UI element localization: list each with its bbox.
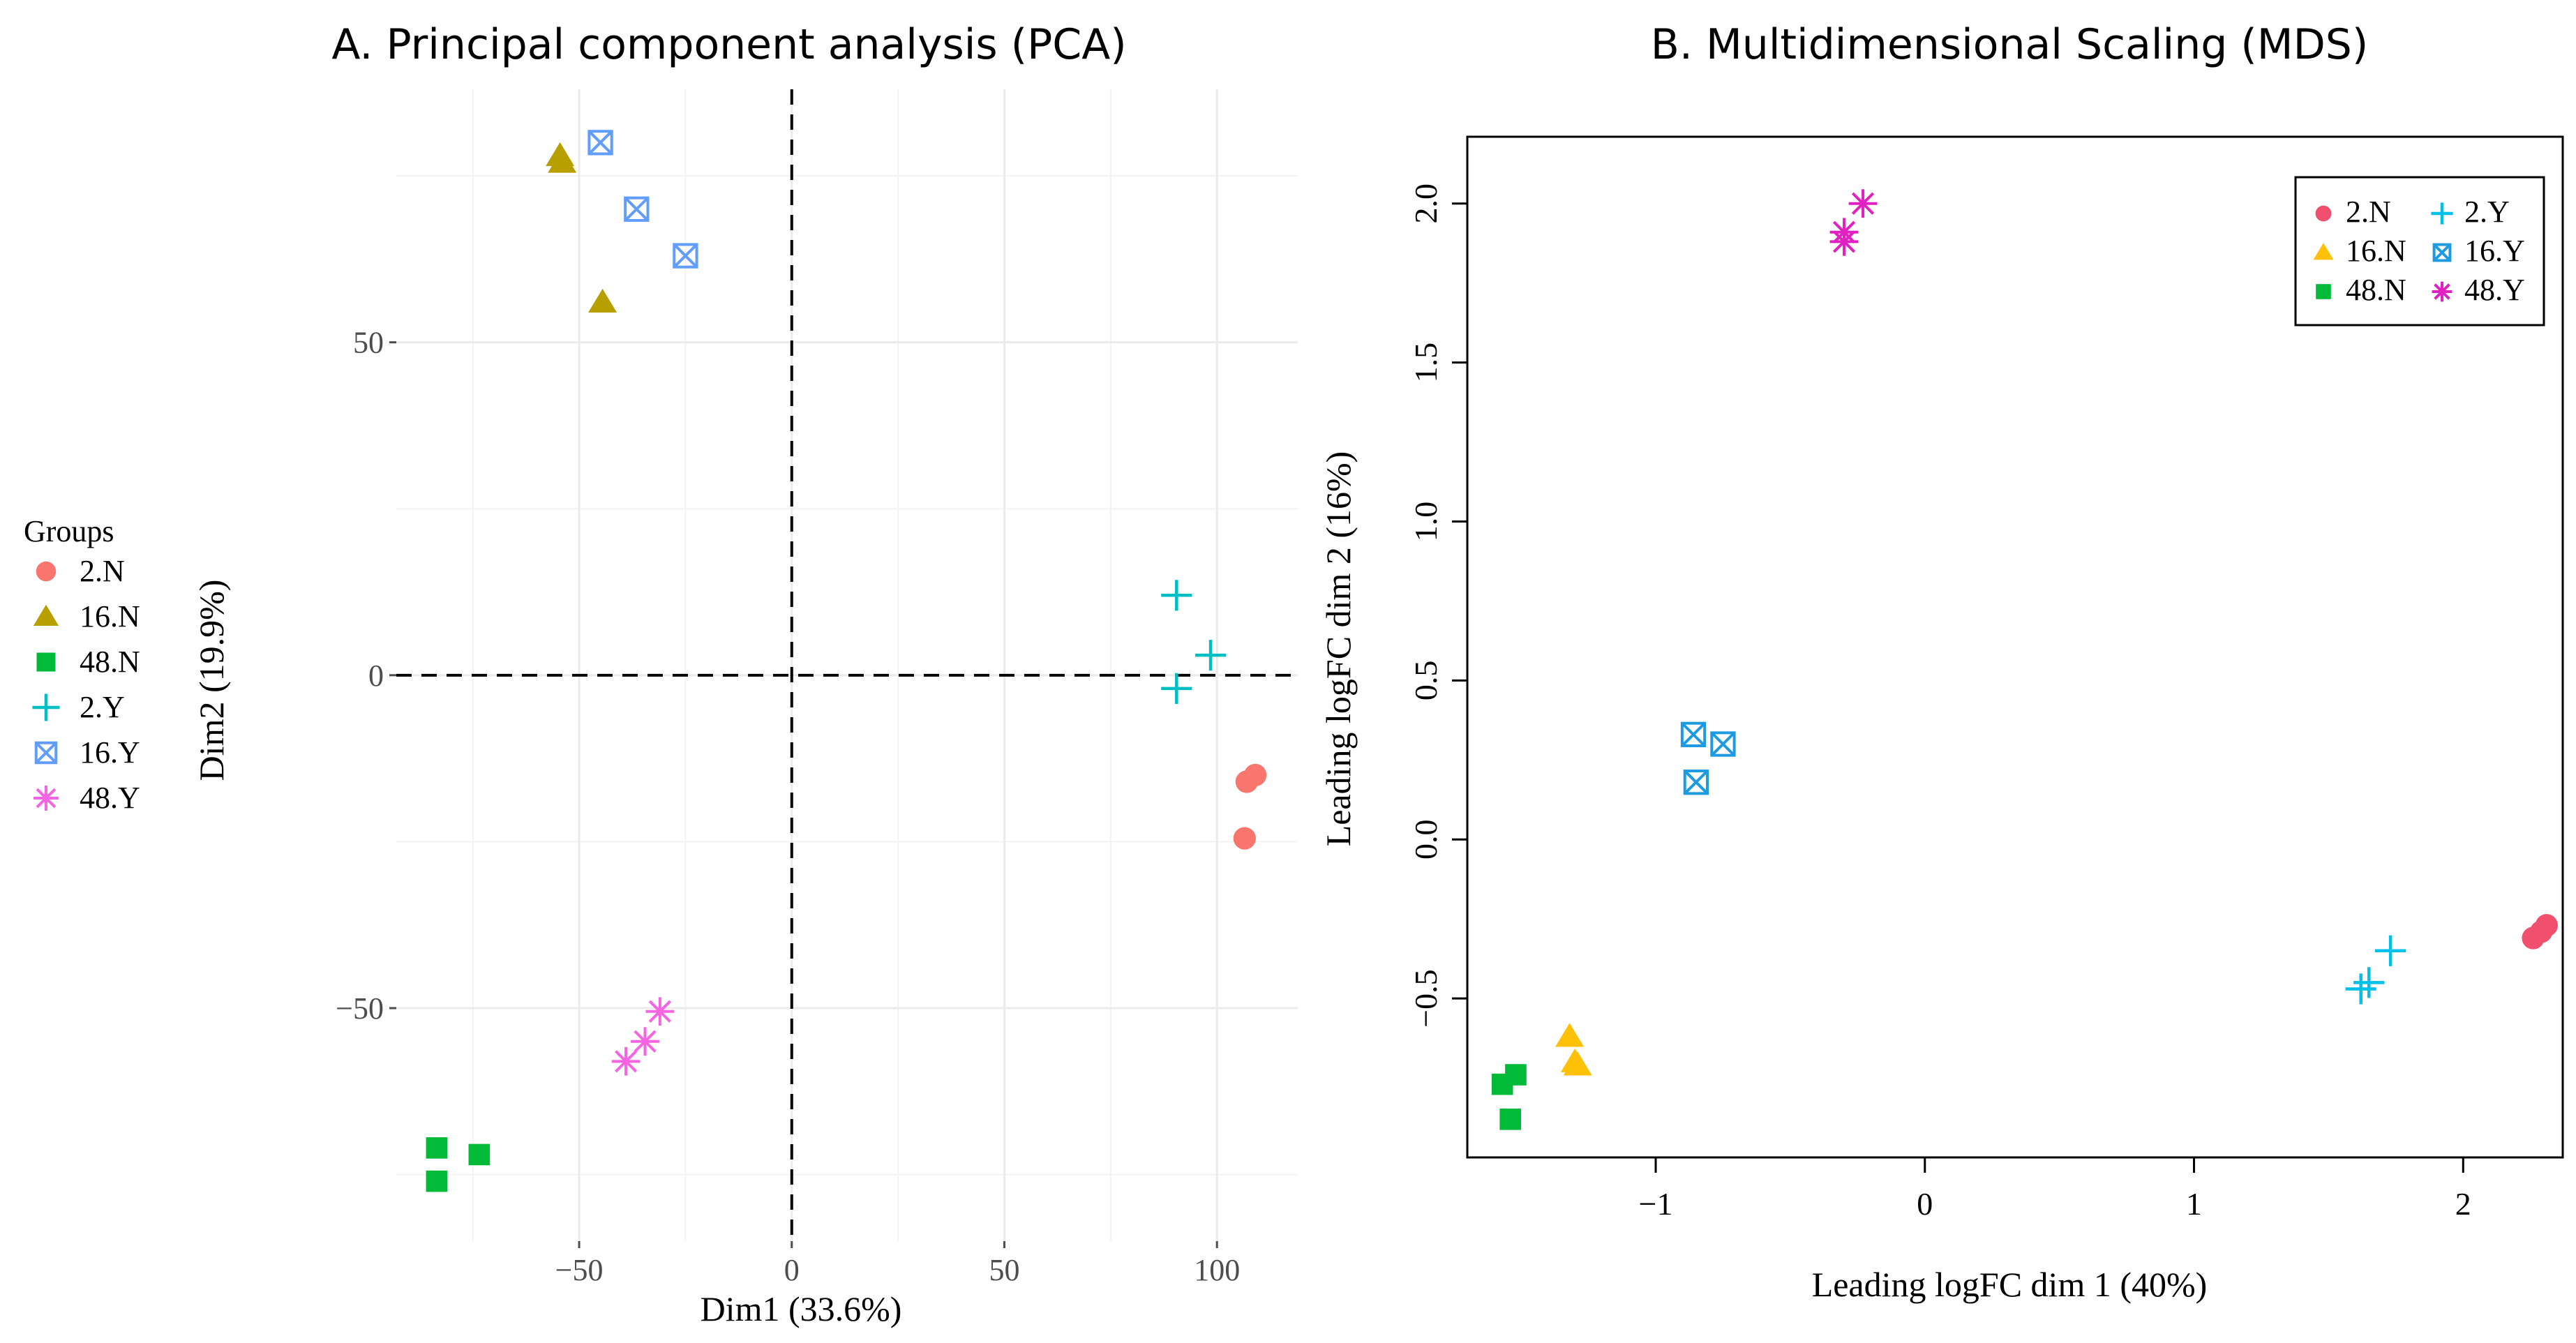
mds-y-tick-label: 0.0 [1408,819,1444,860]
mds-points [1491,189,2559,1130]
pca-legend-key-48-Y [33,786,59,811]
mds-legend-key-48-N [2316,284,2331,299]
pca-legend-label: 48.N [80,645,140,679]
mds-panel: B. Multidimensional Scaling (MDS) −1 0 1 2 … [1319,20,2564,1304]
mds-point-48-Y [1848,189,1878,218]
pca-x-tick-label: 50 [989,1253,1019,1287]
mds-legend: 2.N 16.N 48.N 2.Y 16.Y 48.Y [2294,176,2545,327]
mds-x-tick-label: 2 [2455,1186,2471,1222]
mds-point-16-N [1555,1023,1585,1047]
mds-legend-label: 48.Y [2464,273,2525,307]
pca-point-48-N [426,1137,448,1159]
pca-legend-label: 16.N [80,599,140,633]
pca-y-tick-label: −50 [336,991,384,1026]
pca-point-48-N [426,1170,448,1192]
mds-point-16-Y [1680,721,1707,747]
pca-legend-label: 2.Y [80,690,125,724]
pca-point-16-N [548,149,577,173]
mds-legend-label: 16.Y [2464,234,2525,268]
pca-y-ticks: −50 0 50 [336,326,396,1026]
mds-legend-label: 2.Y [2464,195,2510,229]
mds-y-ticks: −0.5 0.0 0.5 1.0 1.5 2.0 [1408,183,1467,1028]
pca-legend-label: 2.N [80,554,125,588]
mds-point-2-Y [2375,935,2406,966]
pca-x-axis-label: Dim1 (33.6%) [701,1289,902,1328]
pca-x-tick-label: 0 [784,1253,800,1287]
mds-y-tick-label: 0.5 [1408,661,1444,701]
pca-point-48-Y [631,1027,659,1056]
mds-x-tick-label: −1 [1639,1186,1673,1222]
pca-legend-title: Groups [24,514,114,548]
mds-point-48-Y [1829,227,1859,256]
pca-point-2-Y [1161,673,1192,704]
pca-reference-lines [396,89,1298,1241]
pca-legend: Groups 2.N 16.N 48.N 2.Y 16.Y 48.Y [24,514,140,815]
mds-x-axis-label: Leading logFC dim 1 (40%) [1812,1265,2208,1304]
pca-point-48-Y [611,1046,641,1076]
mds-title: B. Multidimensional Scaling (MDS) [1651,20,2369,69]
mds-point-2-N [2535,914,2559,937]
pca-point-2-Y [1195,640,1227,671]
mds-x-tick-label: 0 [1917,1186,1933,1222]
mds-y-tick-label: 1.5 [1408,343,1444,383]
mds-y-axis-label: Leading logFC dim 2 (16%) [1319,451,1358,847]
pca-point-2-N [1243,763,1267,787]
mds-legend-key-48-Y [2432,281,2453,302]
pca-legend-key-2-N [36,561,57,582]
pca-y-axis-label: Dim2 (19.9%) [192,580,231,781]
pca-y-tick-label: 0 [368,659,384,693]
pca-points [426,130,1267,1192]
mds-y-tick-label: −0.5 [1408,969,1444,1027]
mds-point-48-N [1505,1064,1527,1086]
mds-y-tick-label: 2.0 [1408,183,1444,224]
mds-plot-frame [1466,135,2564,1159]
mds-point-16-Y [1683,770,1709,795]
pca-x-tick-label: 100 [1194,1253,1240,1287]
pca-point-48-N [468,1143,491,1166]
mds-legend-key-2-N [2315,205,2332,222]
pca-point-16-Y [673,243,698,269]
pca-point-2-N [1233,827,1256,850]
mds-y-tick-label: 1.0 [1408,502,1444,542]
pca-legend-key-2-Y [32,693,60,721]
pca-title: A. Principal component analysis (PCA) [331,20,1126,69]
pca-x-tick-label: −50 [555,1253,604,1287]
pca-legend-label: 16.Y [80,735,140,770]
mds-legend-label: 2.N [2346,195,2391,229]
mds-legend-key-16-Y [2432,243,2452,262]
mds-x-tick-label: 1 [2186,1186,2202,1222]
pca-point-16-Y [587,130,613,156]
pca-legend-key-48-N [36,652,56,672]
mds-point-48-N [1499,1109,1522,1130]
mds-legend-box [2294,176,2545,327]
mds-point-2-Y [2353,967,2385,998]
mds-legend-key-2-Y [2431,202,2453,225]
pca-x-ticks: −50 0 50 100 [555,1241,1240,1287]
mds-legend-key-16-N [2313,243,2334,260]
mds-legend-label: 48.N [2346,273,2406,307]
pca-legend-key-16-N [33,604,59,626]
pca-legend-key-16-Y [34,741,58,765]
mds-point-16-Y [1710,731,1736,757]
pca-legend-label: 48.Y [80,781,140,815]
pca-point-16-N [588,288,617,313]
pca-y-tick-label: 50 [353,326,384,360]
pca-point-16-Y [624,196,650,222]
pca-point-48-Y [645,997,675,1026]
pca-point-2-Y [1161,580,1192,611]
pca-plot-area [396,89,1298,1241]
mds-point-2-Y [2345,973,2376,1005]
mds-point-16-N [1560,1048,1589,1072]
mds-x-ticks: −1 0 1 2 [1639,1157,2471,1222]
mds-legend-label: 16.N [2346,234,2406,268]
mds-legend-entries: 2.N 16.N 48.N 2.Y 16.Y 48.Y [2313,195,2525,307]
pca-panel: A. Principal component analysis (PCA) −5… [24,20,1298,1328]
